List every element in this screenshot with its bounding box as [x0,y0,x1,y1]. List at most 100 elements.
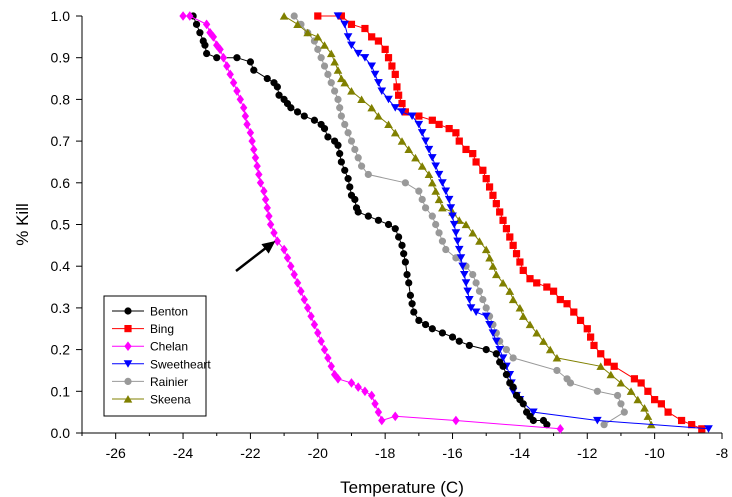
data-point-skeena [427,178,437,187]
x-axis-label: Temperature (C) [340,478,464,497]
data-point-chelan [317,336,325,347]
data-point-bing [462,145,470,154]
data-point-chelan [240,102,248,113]
data-point-skeena [552,354,562,362]
data-point-bing [469,150,477,158]
data-point-rainier [324,70,332,78]
data-point-benton [509,383,517,391]
y-tick-label: 0.5 [51,217,71,233]
data-point-skeena [488,262,498,270]
x-tick-label: -18 [375,445,395,461]
data-point-rainier [401,179,409,187]
data-point-chelan [371,399,379,409]
data-point-rainier [364,170,372,179]
data-point-chelan [300,294,308,305]
data-point-benton [263,74,271,83]
data-point-rainier [314,45,322,53]
data-point-sweetheart [451,229,461,237]
data-point-chelan [327,361,335,372]
data-point-sweetheart [471,308,481,316]
data-point-chelan [293,278,302,288]
y-tick-label: 0.2 [51,342,71,358]
arrow-shaft [235,245,270,272]
data-point-sweetheart [370,70,380,79]
data-point-chelan [179,11,187,21]
data-point-bing [381,45,389,53]
data-point-sweetheart [441,187,451,196]
data-point-benton [455,337,463,345]
data-point-sweetheart [446,204,456,212]
arrow-head [261,241,276,254]
data-point-sweetheart [343,33,353,41]
legend: Benton Bing Chelan Sweetheart Rainier Skeena [103,295,211,417]
data-point-chelan [391,411,399,422]
axes: 0.0 0.1 0.2 0.3 0.4 0.5 0.6 0.7 0.8 0.9 1.0 -26 -24… [51,8,729,461]
data-point-sweetheart [453,237,462,246]
data-point-chelan [223,61,231,71]
data-point-rainier [331,87,339,95]
x-ticks: -26 -24 -22 -20 -18 -16 -14 -12 -10 -8 [81,433,728,461]
data-point-benton [346,183,354,191]
data-point-skeena [539,337,548,345]
data-point-bing [496,208,504,216]
data-point-sweetheart [456,254,466,262]
data-point-benton [465,341,473,350]
data-point-skeena [643,412,653,420]
data-point-rainier [334,95,342,103]
data-point-benton [351,195,359,204]
data-point-rainier [442,245,450,254]
data-point-benton [403,270,411,279]
data-point-benton [213,54,221,62]
data-point-chelan [233,86,241,96]
data-point-skeena [434,195,444,204]
data-point-rainier [502,346,511,354]
data-point-skeena [333,66,343,74]
data-point-sweetheart [384,95,393,104]
data-point-chelan [304,303,312,313]
data-point-sweetheart [353,49,363,58]
data-point-rainier [620,408,628,416]
data-point-bing [526,275,534,283]
data-point-chelan [229,77,238,88]
data-point-bing [583,325,591,333]
data-point-benton [364,212,372,220]
data-point-chelan [314,328,322,338]
data-point-skeena [491,270,501,279]
data-point-sweetheart [498,354,508,362]
data-point-bing [485,183,494,191]
data-point-chelan [255,169,263,180]
data-point-skeena [424,170,434,179]
data-point-bing [590,341,598,350]
data-point-skeena [468,228,478,237]
x-tick-label: -20 [308,445,328,461]
y-tick-label: 0.6 [51,175,71,191]
data-point-skeena [347,87,356,95]
data-point-skeena [367,103,377,112]
data-point-rainier [613,391,622,400]
data-point-rainier [593,387,601,395]
legend-box [103,295,207,417]
data-point-sweetheart [448,212,457,221]
data-point-skeena [485,253,494,262]
data-point-benton [400,250,408,258]
data-point-chelan [263,203,271,213]
series-rainier [290,12,628,429]
data-point-rainier [553,366,561,375]
data-point-bing [630,375,639,383]
data-point-sweetheart [431,162,441,171]
data-point-bing [395,91,403,99]
data-point-benton [250,66,258,74]
legend-marker-skeena [123,395,133,403]
data-point-benton [438,329,447,337]
legend-label-sweetheart: Sweetheart [150,357,211,371]
data-point-bing [644,387,652,395]
data-point-chelan [261,194,270,205]
data-point-bing [415,112,423,120]
data-point-sweetheart [414,120,424,129]
data-point-bing [455,137,463,145]
data-point-skeena [330,57,339,66]
data-point-skeena [438,203,447,212]
data-point-sweetheart [434,170,444,179]
data-point-benton [421,320,430,329]
